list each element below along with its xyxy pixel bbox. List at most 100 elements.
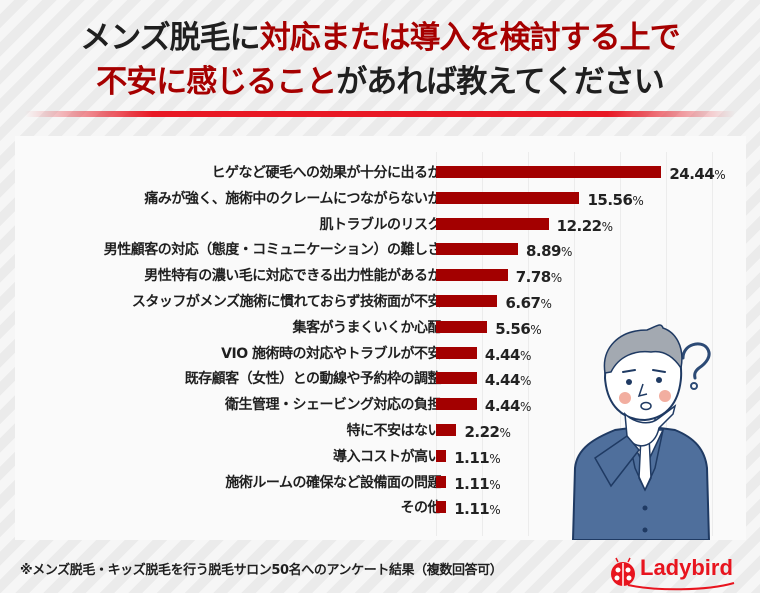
bar: [436, 295, 498, 307]
gridline: [482, 152, 483, 536]
bar: [436, 346, 477, 359]
bar: [436, 320, 488, 333]
value-number: 1.11: [454, 474, 490, 493]
value-number: 6.67: [505, 294, 541, 312]
category-label: 特に不安はない: [346, 423, 442, 439]
gridline: [574, 152, 575, 536]
bar-row: スタッフがメンズ施術に慣れておらず技術面が不安 6.67%: [15, 289, 746, 315]
title-line-2: 不安に感じることがあれば教えてください: [0, 60, 760, 104]
title-part-black: があれば教えてください: [336, 64, 665, 100]
value-label: 1.11%: [454, 495, 500, 521]
logo-text: Ladybird: [640, 555, 733, 580]
value-number: 8.89: [525, 242, 562, 261]
percent-sign: %: [489, 503, 501, 518]
bar-row: 男性特有の濃い毛に対応できる出力性能があるか 7.78%: [15, 263, 746, 289]
value-label: 1.11%: [454, 444, 500, 470]
chart-title: メンズ脱毛に対応または導入を検討する上で 不安に感じることがあれば教えてください: [0, 16, 760, 104]
percent-sign: %: [519, 400, 531, 415]
category-label: 男性特有の濃い毛に対応できる出力性能があるか: [144, 268, 441, 285]
bar-row: 導入コストが高い 1.11%: [15, 444, 746, 470]
value-number: 4.44: [484, 397, 521, 416]
value-label: 1.11%: [454, 470, 500, 496]
title-part-black: メンズ脱毛に: [80, 20, 260, 56]
bar-row: 既存顧客（女性）との動線や予約枠の調整 4.44%: [15, 366, 746, 392]
percent-sign: %: [601, 219, 613, 234]
title-part-red: 対応または導入を検討する上で: [259, 20, 681, 56]
thinking-businessman-illustration: [571, 324, 711, 540]
value-number: 4.44: [484, 371, 521, 390]
chart-panel: ヒゲなど硬毛への効果が十分に出るか 24.44% 痛みが強く、施術中のクレームにつな…: [15, 136, 746, 540]
bar-row: 衛生管理・シェービング対応の負担 4.44%: [15, 392, 746, 418]
bar: [436, 166, 662, 178]
value-number: 5.56: [495, 319, 531, 338]
value-label: 4.44%: [485, 366, 531, 392]
bar-row: VIO 施術時の対応やトラブルが不安 4.44%: [15, 341, 746, 367]
gridline: [436, 152, 437, 536]
survey-footnote: ※メンズ脱毛・キッズ脱毛を行う脱毛サロン50名へのアンケート結果（複数回答可）: [20, 563, 503, 578]
category-label: 導入コストが高い: [333, 448, 442, 465]
title-line-1: メンズ脱毛に対応または導入を検討する上で: [0, 16, 760, 60]
percent-sign: %: [540, 297, 552, 311]
bar-row: その他 1.11%: [15, 495, 746, 521]
bar: [436, 191, 580, 204]
bar: [436, 372, 477, 385]
bar-row: 施術ルームの確保など設備面の問題 1.11%: [15, 470, 746, 496]
ladybird-logo: Ladybird: [604, 553, 744, 591]
value-label: 7.78%: [516, 263, 562, 289]
bar-row: 集客がうまくいくか心配 5.56%: [15, 315, 746, 341]
category-label: 痛みが強く、施術中のクレームにつながらないか: [144, 190, 441, 207]
value-number: 24.44: [669, 165, 715, 183]
value-number: 12.22: [556, 216, 602, 235]
bar: [436, 269, 508, 282]
bar: [436, 398, 477, 411]
percent-sign: %: [530, 322, 542, 337]
category-label: 肌トラブルのリスク: [319, 216, 442, 233]
category-label: その他: [400, 500, 442, 517]
bar-row: 男性顧客の対応（態度・コミュニケーション）の難しさ 8.89%: [15, 237, 746, 263]
percent-sign: %: [632, 193, 644, 208]
value-label: 4.44%: [485, 392, 531, 418]
bar-row: 肌トラブルのリスク 12.22%: [15, 212, 746, 238]
value-label: 24.44%: [669, 160, 725, 186]
gridline: [712, 152, 713, 536]
percent-sign: %: [550, 271, 562, 286]
category-label: 既存顧客（女性）との動線や予約枠の調整: [184, 371, 442, 388]
category-label: VIO 施術時の対応やトラブルが不安: [221, 345, 441, 362]
bar: [436, 475, 447, 488]
category-label: 施術ルームの確保など設備面の問題: [225, 474, 441, 491]
value-number: 1.11: [454, 500, 490, 519]
percent-sign: %: [489, 477, 501, 492]
value-label: 4.44%: [485, 341, 531, 367]
title-part-red: 不安に感じること: [96, 64, 337, 100]
value-label: 6.67%: [505, 289, 551, 315]
bar: [436, 243, 518, 256]
title-underline: [25, 111, 735, 117]
percent-sign: %: [519, 348, 531, 363]
bar: [436, 449, 447, 462]
category-label: 集客がうまくいくか心配: [292, 319, 442, 336]
percent-sign: %: [499, 426, 511, 440]
percent-sign: %: [489, 451, 501, 466]
bar: [436, 217, 549, 230]
value-label: 8.89%: [526, 237, 572, 263]
value-number: 2.22: [464, 423, 500, 441]
value-label: 12.22%: [557, 212, 613, 238]
value-number: 1.11: [454, 448, 490, 467]
bar-row: 特に不安はない 2.22%: [15, 418, 746, 444]
value-number: 4.44: [484, 345, 521, 364]
category-label: スタッフがメンズ施術に慣れておらず技術面が不安: [131, 294, 442, 310]
value-number: 15.56: [587, 190, 633, 209]
percent-sign: %: [519, 374, 531, 389]
bar: [436, 424, 457, 436]
category-label: 衛生管理・シェービング対応の負担: [225, 397, 442, 414]
value-label: 2.22%: [464, 418, 510, 444]
category-label: ヒゲなど硬毛への効果が十分に出るか: [211, 165, 442, 181]
gridline: [528, 152, 529, 536]
value-number: 7.78: [515, 268, 552, 287]
bar-row: ヒゲなど硬毛への効果が十分に出るか 24.44%: [15, 160, 746, 186]
value-label: 5.56%: [495, 315, 541, 341]
value-label: 15.56%: [587, 186, 643, 212]
category-label: 男性顧客の対応（態度・コミュニケーション）の難しさ: [103, 242, 442, 259]
percent-sign: %: [714, 168, 726, 182]
ladybug-icon: [611, 557, 635, 586]
